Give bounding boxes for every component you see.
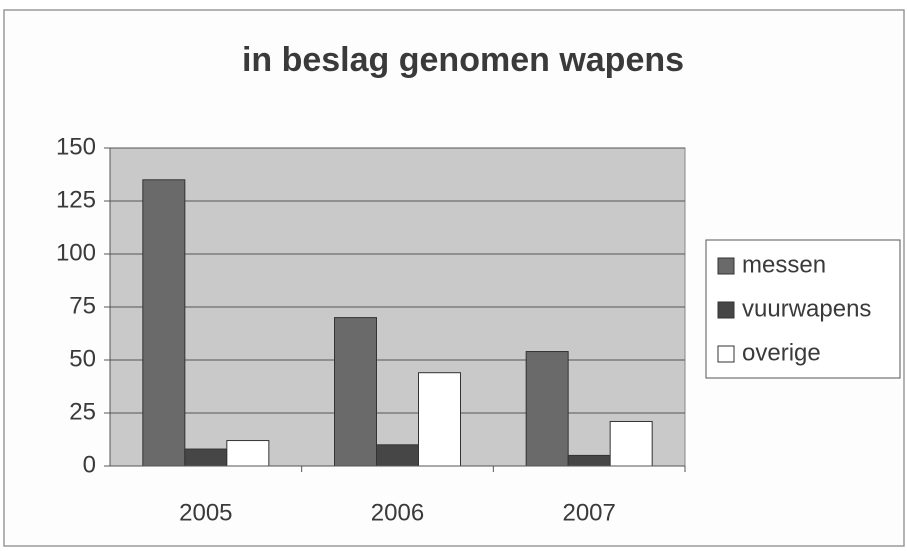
y-tick-label: 25 [69, 398, 96, 425]
legend-swatch [717, 301, 735, 319]
y-tick-label: 100 [56, 239, 96, 266]
x-tick-label: 2007 [562, 499, 615, 526]
legend-swatch [717, 345, 735, 363]
y-tick-label: 150 [56, 133, 96, 160]
chart-title: in beslag genomen wapens [242, 41, 684, 79]
y-tick-label: 0 [83, 451, 96, 478]
bar [142, 179, 186, 467]
bar [376, 444, 419, 467]
bar [609, 420, 653, 467]
y-tick-label: 50 [69, 345, 96, 372]
bar [418, 372, 461, 467]
bar [567, 454, 611, 467]
bar [226, 440, 270, 467]
bar [184, 448, 228, 467]
legend-swatch [717, 257, 735, 275]
x-tick-label: 2006 [371, 499, 424, 526]
bar [334, 317, 377, 467]
legend-label: overige [742, 339, 821, 366]
legend-label: vuurwapens [742, 295, 871, 322]
legend-label: messen [742, 251, 826, 278]
x-tick-label: 2005 [179, 499, 232, 526]
bar [525, 351, 569, 467]
y-tick-label: 125 [56, 186, 96, 213]
y-tick-label: 75 [69, 292, 96, 319]
legend-box [705, 239, 901, 379]
